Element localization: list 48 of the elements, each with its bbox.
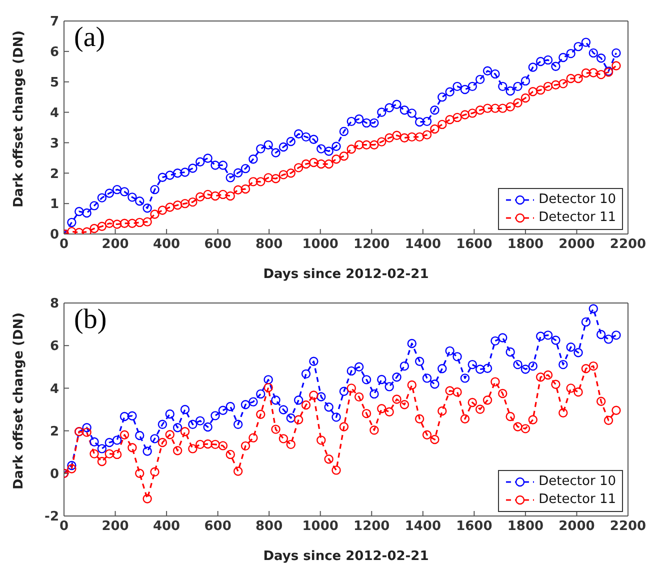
x-tick-label: 2200 <box>610 237 646 252</box>
y-tick-label: 7 <box>50 14 59 30</box>
x-tick-label: 2200 <box>610 519 646 534</box>
y-tick-label: 6 <box>50 45 59 60</box>
x-tick-label: 800 <box>256 519 283 534</box>
x-tick-label: 1400 <box>404 519 442 534</box>
x-tick-label: 200 <box>102 237 129 252</box>
legend-label: Detector 10 <box>538 191 616 209</box>
annotation: (b) <box>74 304 107 336</box>
x-tick-label: 1800 <box>507 237 544 252</box>
y-tick-label: 0 <box>50 228 59 243</box>
x-tick-label: 1400 <box>404 237 442 252</box>
x-tick-label: 1000 <box>302 237 338 252</box>
x-tick-label: 400 <box>152 519 180 534</box>
x-axis-title: Days since 2012-02-21 <box>263 267 429 282</box>
y-tick-label: 2 <box>50 166 59 182</box>
legend-label: Detector 10 <box>538 473 616 491</box>
x-tick-label: 1600 <box>456 237 492 252</box>
y-tick-label: 0 <box>50 467 59 482</box>
y-tick-label: 3 <box>50 136 59 152</box>
x-tick-label: 1000 <box>302 519 338 534</box>
y-tick-label: 2 <box>50 424 59 440</box>
y-tick-label: 5 <box>50 75 59 90</box>
annotation: (a) <box>74 22 106 54</box>
x-tick-label: 0 <box>59 237 69 252</box>
legend-label: Detector 11 <box>538 209 616 227</box>
y-axis-title: Dark offset change (DN) <box>12 30 27 208</box>
x-tick-label: 1200 <box>354 237 390 252</box>
x-tick-label: 600 <box>204 237 232 252</box>
x-axis-title: Days since 2012-02-21 <box>263 549 429 564</box>
x-tick-label: 400 <box>152 237 180 252</box>
x-tick-label: 200 <box>102 519 129 534</box>
y-tick-label: 4 <box>50 382 59 397</box>
y-tick-label: 1 <box>50 197 59 212</box>
y-tick-label: 6 <box>50 339 59 354</box>
y-tick-label: 8 <box>50 296 59 312</box>
y-tick-label: -2 <box>44 510 59 525</box>
x-tick-label: 0 <box>59 519 69 534</box>
legend-label: Detector 11 <box>538 491 616 509</box>
x-tick-label: 1800 <box>507 519 544 534</box>
y-axis-title: Dark offset change (DN) <box>12 312 27 490</box>
x-tick-label: 800 <box>256 237 283 252</box>
x-tick-label: 600 <box>204 519 232 534</box>
x-tick-label: 1600 <box>456 519 492 534</box>
x-tick-label: 2000 <box>558 237 595 252</box>
x-tick-label: 1200 <box>354 519 390 534</box>
y-tick-label: 4 <box>50 106 59 121</box>
x-tick-label: 2000 <box>558 519 595 534</box>
